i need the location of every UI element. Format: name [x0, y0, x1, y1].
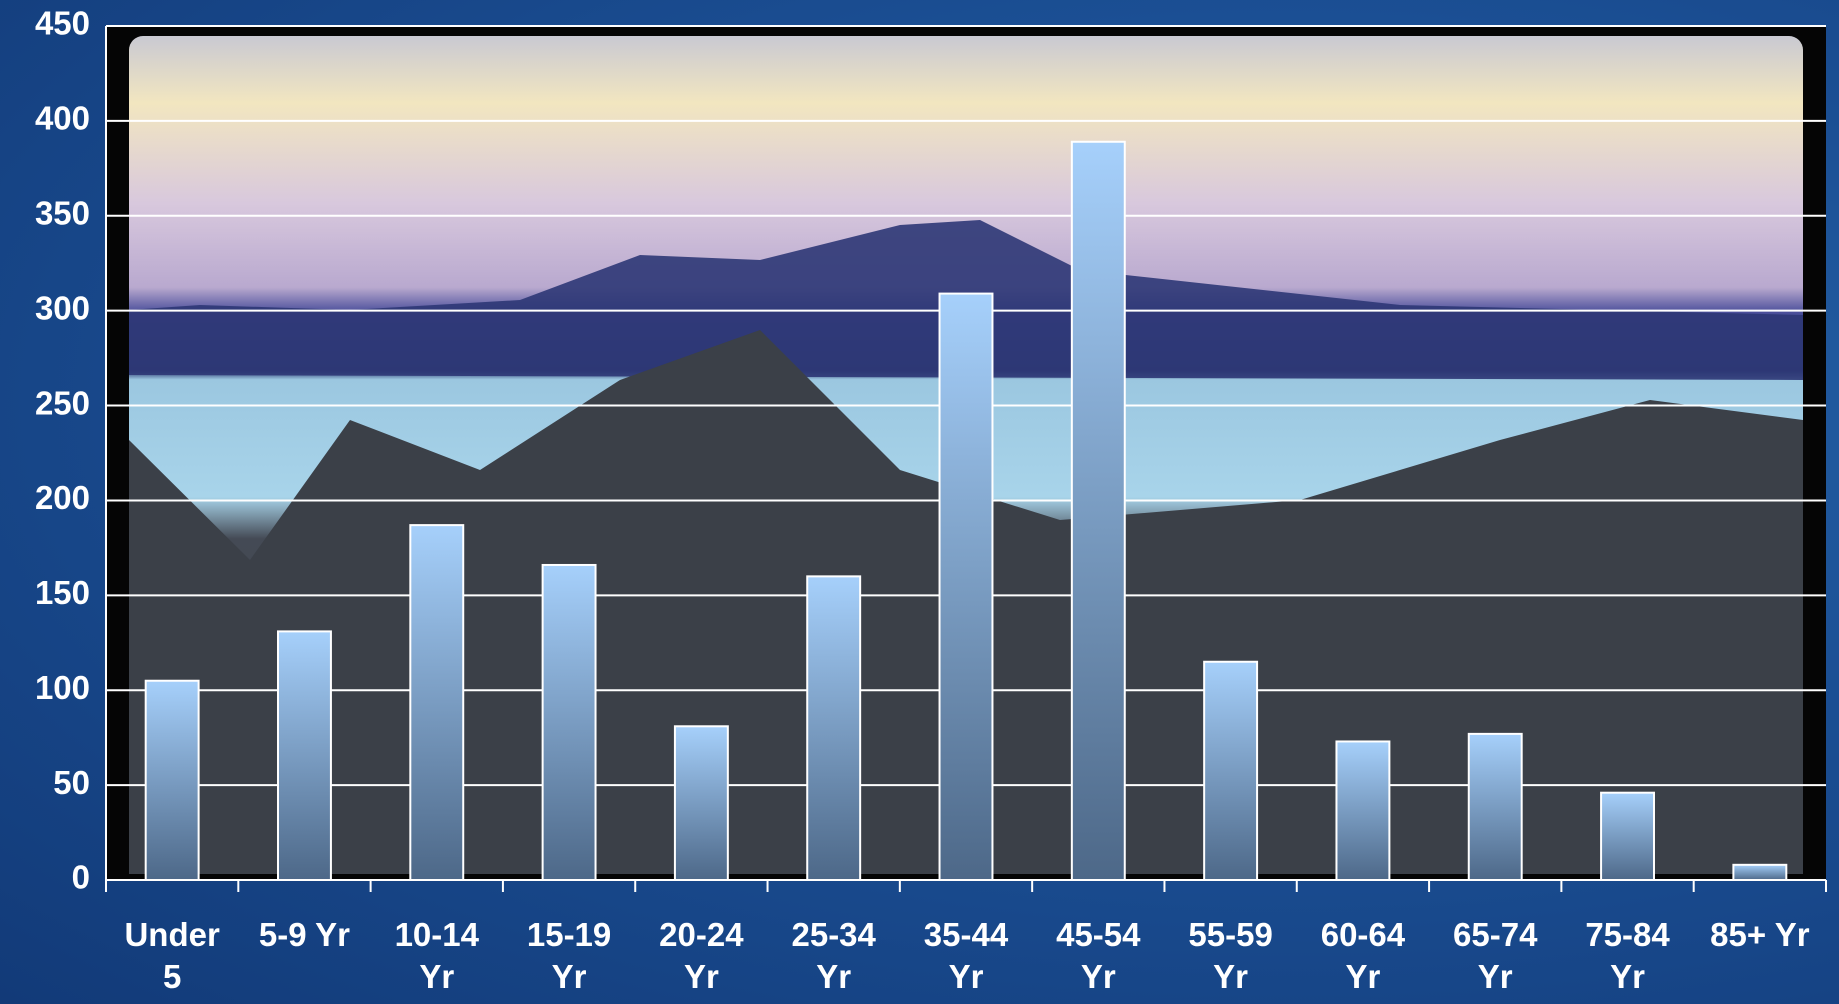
bar — [806, 575, 862, 881]
bar — [1070, 140, 1126, 881]
x-tick-label: 60-64 Yr — [1320, 916, 1406, 995]
y-tick-label: 150 — [35, 574, 90, 611]
bar — [673, 725, 729, 882]
y-tick-label: 250 — [35, 384, 90, 421]
bar — [541, 563, 597, 881]
y-tick-label: 100 — [35, 669, 90, 706]
bar — [1467, 732, 1523, 881]
bar — [1732, 863, 1788, 881]
y-tick-label: 450 — [35, 5, 90, 42]
y-tick-label: 400 — [35, 100, 90, 137]
bar — [1600, 791, 1655, 881]
x-tick-label: 55-59 Yr — [1188, 916, 1273, 995]
bar — [144, 679, 200, 881]
y-tick-label: 350 — [35, 194, 90, 231]
y-tick-label: 0 — [72, 859, 90, 896]
x-tick-label: 75-84 Yr — [1585, 916, 1670, 995]
bar — [938, 292, 994, 881]
x-tick-label: Under 5 — [124, 916, 220, 995]
x-tick-label: 35-44 Yr — [923, 916, 1009, 995]
x-tick-label: 65-74 Yr — [1453, 916, 1538, 995]
y-tick-label: 200 — [35, 479, 90, 516]
x-tick-label: 25-34 Yr — [791, 916, 876, 995]
bar — [1335, 740, 1391, 881]
bar — [1203, 660, 1259, 881]
bar — [409, 524, 465, 881]
x-tick-label: 5-9 Yr — [258, 916, 351, 953]
x-tick-label: 20-24 Yr — [659, 916, 744, 995]
x-tick-label: 10-14 Yr — [394, 916, 479, 995]
y-tick-label: 300 — [35, 289, 90, 326]
y-tick-label: 50 — [53, 764, 90, 801]
x-tick-label: 85+ Yr — [1710, 916, 1810, 953]
bar — [277, 630, 332, 881]
x-tick-label: 15-19 Yr — [526, 916, 612, 995]
x-tick-label: 45-54 Yr — [1056, 916, 1141, 995]
